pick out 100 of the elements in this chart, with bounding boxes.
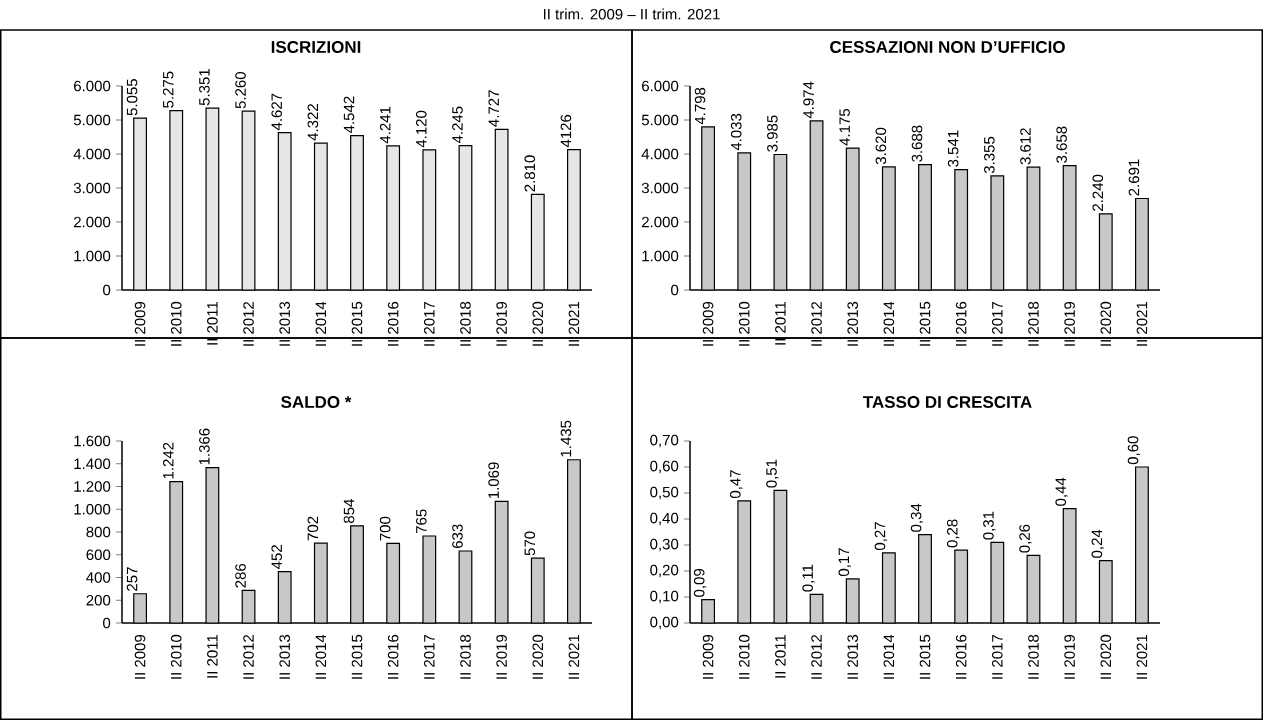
x-tick-label: II 2016 (387, 634, 399, 679)
text: II trim. 2009 – II trim. 2021 (543, 8, 720, 20)
y-tick-label: 0,00 (650, 616, 679, 630)
data-label: 4.798 (694, 87, 706, 125)
x-tick-label: II 2015 (919, 301, 931, 346)
data-label: 3.688 (911, 125, 923, 162)
x-tick-label: II 2011 (207, 634, 218, 678)
data-label: 3.612 (1020, 128, 1031, 165)
data-label: 0,34 (910, 503, 924, 532)
data-label: 286 (235, 563, 246, 588)
x-tick-label: II 2018 (1028, 301, 1039, 346)
data-label: 1.069 (488, 462, 499, 499)
x-tick-label: II 2019 (496, 634, 507, 679)
y-tick-label: 3.000 (641, 182, 679, 194)
data-label: 4.974 (803, 81, 814, 119)
x-tick-label: II 2010 (170, 634, 182, 679)
data-label: 4.120 (416, 110, 427, 148)
x-tick-label: II 2013 (847, 301, 859, 346)
x-tick-label: II 2018 (460, 634, 471, 679)
x-tick-label: II 2018 (1028, 634, 1039, 679)
y-tick-label: 3.000 (73, 182, 111, 194)
x-tick-label: II 2016 (955, 301, 967, 346)
x-tick-label: II 2017 (992, 634, 1003, 679)
x-tick-label: II 2020 (532, 301, 544, 346)
chart-title: TASSO DI CRESCITA (863, 395, 1032, 409)
x-tick-label: II 2014 (315, 301, 327, 346)
y-tick-label: 1.600 (74, 435, 111, 447)
x-tick-label: II 2010 (738, 301, 750, 346)
data-label: 0,26 (1019, 524, 1032, 553)
data-label: 570 (524, 531, 536, 556)
x-tick-label: II 2014 (315, 634, 327, 679)
x-tick-label: II 2015 (351, 634, 363, 679)
x-tick-label: II 2010 (738, 634, 750, 679)
x-tick-label: II 2021 (568, 301, 580, 346)
x-tick-label: II 2013 (279, 634, 290, 679)
x-tick-label: II 2017 (424, 301, 435, 346)
x-tick-label: II 2020 (1100, 301, 1112, 346)
data-label: 854 (343, 499, 355, 523)
y-tick-label: 0,30 (650, 538, 679, 552)
x-tick-label: II 2010 (170, 301, 182, 346)
y-tick-label: 2.000 (642, 216, 679, 228)
x-tick-label: II 2021 (1136, 301, 1148, 346)
x-tick-label: II 2011 (775, 634, 786, 678)
data-label: 4.241 (379, 106, 391, 144)
x-tick-label: II 2011 (207, 301, 218, 345)
x-tick-label: II 2012 (243, 634, 254, 679)
data-label: 3.355 (984, 136, 995, 174)
y-tick-label: 6.000 (642, 80, 679, 92)
data-label: 1.242 (163, 442, 174, 479)
x-tick-label: II 2011 (775, 301, 786, 345)
data-label: 3.985 (767, 115, 778, 152)
y-tick-label: 0,10 (650, 590, 679, 604)
x-tick-label: II 2019 (1064, 301, 1075, 346)
y-tick-label: 200 (86, 594, 111, 606)
data-label: 3.620 (875, 127, 887, 165)
x-tick-label: II 2017 (992, 301, 1003, 346)
data-label: 0,27 (874, 522, 888, 551)
data-label: 4.175 (839, 108, 850, 146)
data-label: 5.055 (126, 79, 138, 116)
data-label: 4.727 (488, 90, 499, 127)
x-tick-label: II 2009 (702, 634, 714, 679)
data-label: 4.627 (271, 93, 282, 131)
x-tick-label: II 2009 (134, 634, 146, 679)
x-tick-label: II 2009 (702, 301, 714, 346)
x-tick-label: II 2020 (532, 634, 544, 679)
data-label: 0,51 (766, 459, 779, 488)
y-tick-label: 0,50 (650, 486, 679, 500)
x-tick-label: II 2019 (496, 301, 507, 346)
y-tick-label: 5.000 (641, 114, 679, 126)
data-label: 257 (126, 567, 138, 591)
data-label: 4.322 (307, 104, 319, 141)
data-label: 1.366 (199, 428, 210, 465)
data-label: 0,60 (1127, 436, 1141, 465)
data-label: 0,31 (983, 511, 996, 540)
data-label: 0,24 (1091, 529, 1104, 558)
x-tick-label: II 2013 (279, 301, 290, 346)
x-tick-label: II 2015 (919, 634, 931, 679)
data-label: 0,11 (802, 564, 815, 592)
y-tick-label: 600 (86, 549, 111, 561)
y-tick-label: 1.000 (74, 250, 111, 262)
x-tick-label: II 2016 (387, 301, 399, 346)
y-tick-label: 0,70 (650, 434, 679, 448)
x-tick-label: II 2014 (883, 301, 895, 346)
y-tick-label: 1.400 (74, 458, 111, 470)
y-tick-label: 0 (103, 284, 111, 296)
x-tick-label: II 2014 (883, 634, 895, 679)
data-label: 5.275 (162, 71, 174, 108)
y-tick-label: 0,20 (650, 564, 679, 578)
x-tick-label: II 2019 (1064, 634, 1075, 679)
data-label: 1.435 (560, 420, 572, 457)
data-label: 0,17 (838, 548, 851, 577)
y-tick-label: 2.000 (74, 216, 111, 228)
y-tick-label: 0 (671, 284, 679, 296)
data-label: 2.240 (1092, 174, 1104, 211)
data-label: 3.541 (947, 130, 959, 167)
y-tick-label: 6.000 (74, 80, 111, 92)
x-tick-label: II 2013 (847, 634, 859, 679)
data-label: 4.542 (343, 96, 355, 134)
data-label: 0,44 (1055, 477, 1068, 506)
data-label: 0,47 (730, 470, 743, 499)
